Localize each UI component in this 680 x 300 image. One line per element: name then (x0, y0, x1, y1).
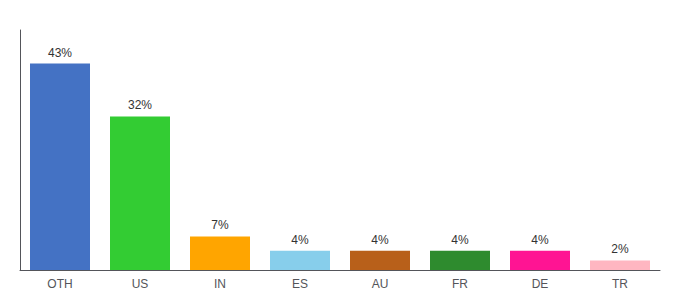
svg-text:7%: 7% (211, 218, 229, 232)
svg-text:4%: 4% (291, 233, 309, 247)
svg-text:IN: IN (214, 277, 226, 291)
svg-text:US: US (132, 277, 149, 291)
svg-text:TR: TR (612, 277, 628, 291)
svg-text:DE: DE (532, 277, 549, 291)
svg-text:43%: 43% (48, 46, 72, 60)
svg-text:AU: AU (372, 277, 389, 291)
svg-text:32%: 32% (128, 98, 152, 112)
svg-text:4%: 4% (531, 233, 549, 247)
svg-text:ES: ES (292, 277, 308, 291)
svg-text:2%: 2% (611, 242, 629, 256)
svg-text:4%: 4% (451, 233, 469, 247)
svg-text:4%: 4% (371, 233, 389, 247)
svg-text:FR: FR (452, 277, 468, 291)
svg-text:OTH: OTH (47, 277, 72, 291)
